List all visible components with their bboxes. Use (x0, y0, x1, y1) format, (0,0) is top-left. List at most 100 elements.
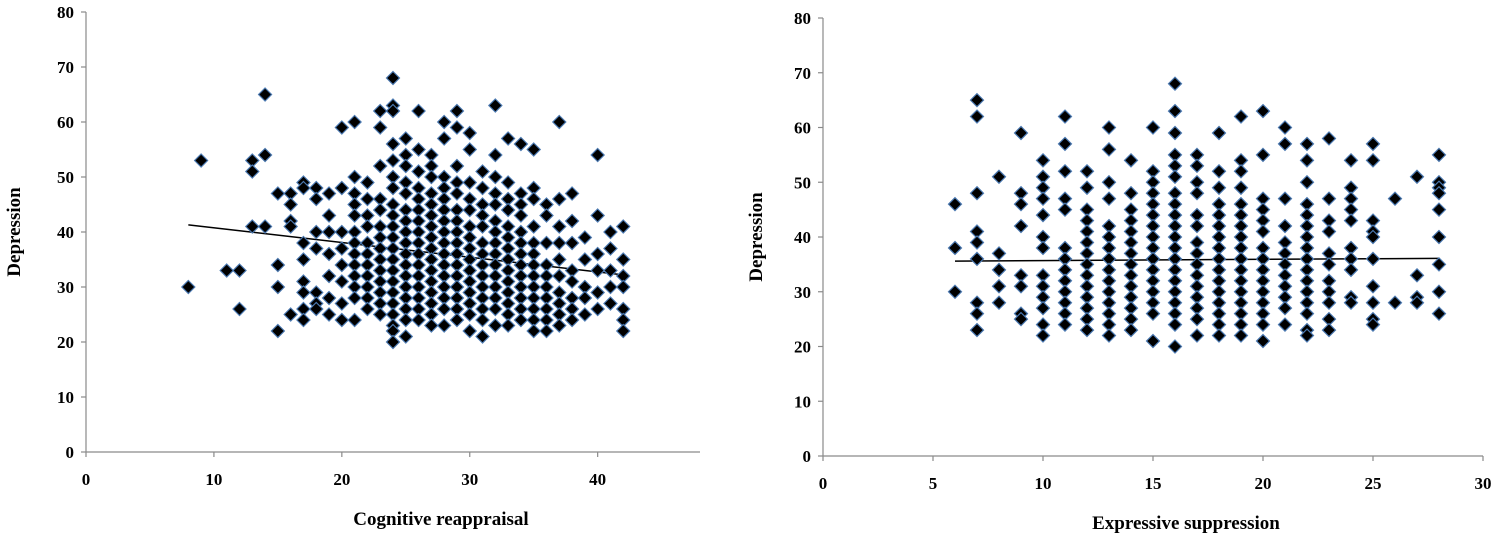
data-point (1277, 136, 1293, 152)
data-point (1255, 103, 1271, 119)
data-point (590, 147, 606, 163)
data-point (500, 318, 516, 333)
data-point (947, 196, 963, 212)
data-point (1035, 207, 1051, 223)
data-point (296, 285, 311, 300)
data-point (513, 312, 529, 328)
data-point (590, 263, 606, 278)
data-point (385, 70, 401, 86)
data-point (1431, 306, 1447, 321)
data-point (424, 169, 439, 185)
data-point (1321, 191, 1337, 207)
data-point (1343, 153, 1359, 168)
y-tick-label: 0 (803, 447, 812, 466)
data-point (1233, 328, 1249, 343)
data-point (1013, 196, 1029, 212)
data-point (372, 158, 388, 174)
data-point (1211, 125, 1227, 141)
data-point (296, 235, 311, 251)
data-point (551, 252, 567, 267)
data-point (1277, 120, 1293, 135)
data-point (1167, 317, 1183, 332)
point-group (180, 70, 631, 350)
data-point (991, 262, 1007, 278)
data-point (436, 114, 452, 130)
data-point (398, 312, 414, 328)
x-tick-label: 0 (82, 470, 91, 489)
data-point (1211, 180, 1227, 196)
point-group (947, 76, 1447, 354)
data-point (360, 191, 375, 207)
data-point (564, 312, 580, 328)
data-point (449, 312, 465, 328)
data-point (385, 153, 401, 168)
data-point (1321, 131, 1337, 146)
x-tick-label: 25 (1365, 474, 1382, 493)
y-tick-label: 30 (57, 278, 74, 297)
data-point (1189, 185, 1205, 201)
x-tick-label: 20 (333, 470, 350, 489)
data-point (1365, 153, 1381, 168)
data-point (1035, 191, 1051, 207)
data-point (487, 301, 503, 317)
data-point (1431, 229, 1447, 245)
data-point (321, 307, 337, 322)
data-point (526, 219, 542, 234)
data-point (449, 120, 465, 135)
data-point (539, 208, 554, 223)
data-point (1387, 295, 1403, 311)
data-point (603, 224, 618, 240)
data-point (321, 224, 337, 240)
data-point (1013, 218, 1029, 234)
data-point (475, 329, 490, 344)
x-tick-label: 10 (205, 470, 222, 489)
data-point (1145, 333, 1161, 349)
data-point (1431, 284, 1447, 300)
data-point (1277, 191, 1293, 207)
data-point (232, 301, 247, 317)
y-tick-label: 70 (57, 58, 74, 77)
data-point (321, 246, 337, 262)
chart-cognitive-reappraisal: 0 10 20 30 40 50 60 70 80 0 10 20 30 40 Cognitive rea… (4, 3, 700, 530)
data-point (615, 323, 631, 339)
data-point (1299, 136, 1315, 152)
data-point (1189, 218, 1205, 234)
data-point (1431, 202, 1447, 217)
data-point (551, 114, 567, 130)
data-point (969, 306, 985, 321)
data-point (347, 290, 362, 306)
data-point (1277, 218, 1293, 234)
data-point (1167, 76, 1183, 92)
data-point (436, 318, 452, 333)
data-point (1409, 295, 1425, 311)
y-tick-label: 50 (794, 173, 811, 192)
data-point (270, 186, 286, 201)
data-point (1233, 180, 1249, 196)
data-point (1431, 257, 1447, 272)
data-point (603, 279, 618, 295)
data-point (1145, 120, 1161, 135)
data-point (411, 103, 426, 119)
data-point (283, 197, 299, 212)
data-point (244, 164, 260, 179)
data-point (449, 186, 465, 201)
data-point (334, 312, 350, 328)
data-point (360, 219, 375, 234)
data-point (1167, 125, 1183, 141)
data-point (1013, 311, 1029, 327)
data-point (347, 169, 362, 185)
x-axis-title: Cognitive reappraisal (353, 509, 528, 530)
data-point (1079, 180, 1095, 196)
data-point (398, 158, 414, 174)
data-point (1167, 169, 1183, 185)
data-point (1299, 153, 1315, 168)
data-point (603, 241, 618, 256)
data-point (1431, 185, 1447, 201)
data-point (1321, 322, 1337, 338)
data-point (1057, 136, 1073, 152)
data-point (385, 180, 401, 196)
data-point (577, 307, 593, 322)
data-point (1233, 163, 1249, 179)
data-point (1365, 251, 1381, 267)
